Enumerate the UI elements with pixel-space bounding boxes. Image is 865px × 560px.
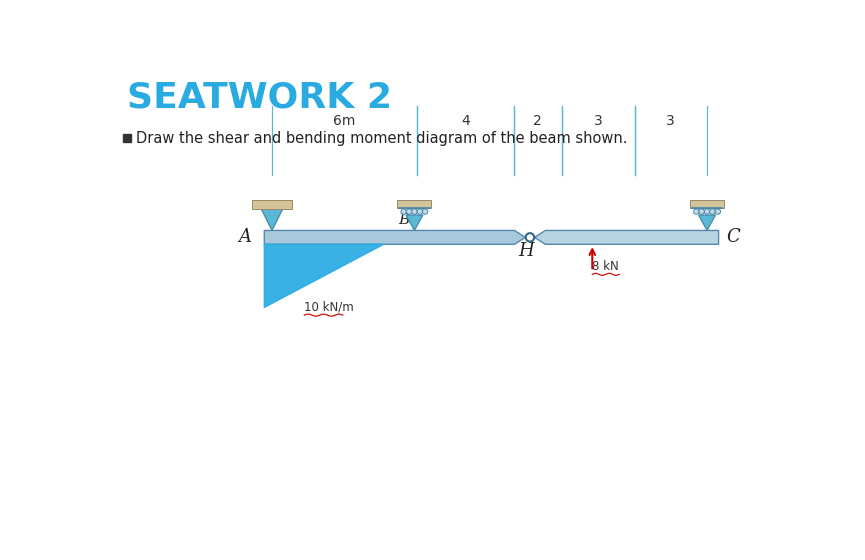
Circle shape xyxy=(694,209,699,214)
Polygon shape xyxy=(535,231,719,244)
Text: 3: 3 xyxy=(666,114,676,128)
Circle shape xyxy=(407,209,412,214)
Text: 3: 3 xyxy=(594,114,603,128)
Circle shape xyxy=(715,209,721,214)
FancyBboxPatch shape xyxy=(690,200,724,208)
Circle shape xyxy=(704,209,710,214)
Text: C: C xyxy=(727,228,740,246)
Circle shape xyxy=(417,209,422,214)
Text: H: H xyxy=(518,242,534,260)
Circle shape xyxy=(412,209,417,214)
Polygon shape xyxy=(406,215,423,231)
FancyBboxPatch shape xyxy=(252,200,292,209)
Polygon shape xyxy=(265,244,384,307)
FancyBboxPatch shape xyxy=(398,200,432,208)
Text: 4: 4 xyxy=(461,114,470,128)
Circle shape xyxy=(401,209,407,214)
Circle shape xyxy=(699,209,704,214)
Text: B: B xyxy=(398,213,409,227)
Polygon shape xyxy=(699,215,715,231)
Circle shape xyxy=(422,209,428,214)
Polygon shape xyxy=(261,209,283,231)
Text: SEATWORK 2: SEATWORK 2 xyxy=(127,80,392,114)
Polygon shape xyxy=(265,231,525,244)
Text: 2: 2 xyxy=(534,114,542,128)
Text: Draw the shear and bending moment diagram of the beam shown.: Draw the shear and bending moment diagra… xyxy=(137,130,628,146)
Circle shape xyxy=(526,233,535,241)
Text: 6m: 6m xyxy=(333,114,356,128)
Circle shape xyxy=(709,209,715,214)
Text: 8 kN: 8 kN xyxy=(593,260,619,273)
Text: 10 kN/m: 10 kN/m xyxy=(304,301,354,314)
Text: A: A xyxy=(238,228,251,246)
